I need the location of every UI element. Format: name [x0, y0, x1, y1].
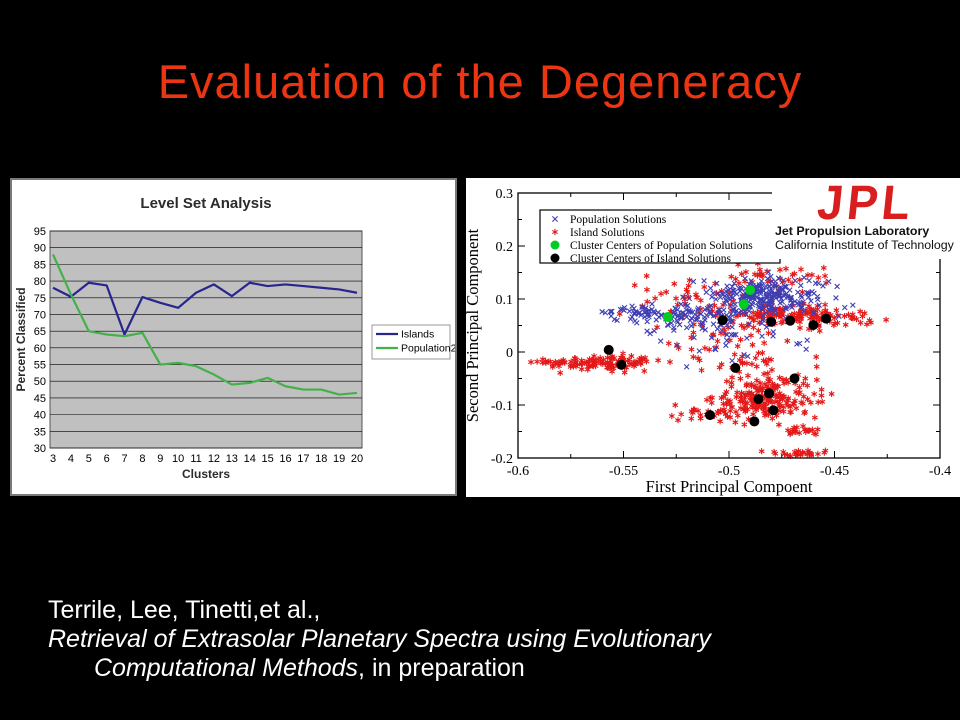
svg-text:85: 85	[34, 259, 46, 271]
svg-text:-0.2: -0.2	[491, 452, 513, 467]
svg-text:8: 8	[139, 453, 145, 465]
svg-text:0.3: 0.3	[496, 187, 514, 202]
svg-text:4: 4	[68, 453, 74, 465]
svg-text:40: 40	[34, 410, 46, 422]
svg-text:3: 3	[50, 453, 56, 465]
svg-text:5: 5	[86, 453, 92, 465]
svg-text:50: 50	[34, 376, 46, 388]
svg-text:First Principal Compoent: First Principal Compoent	[646, 477, 813, 496]
jpl-logo: JPL Jet Propulsion Laboratory California…	[772, 179, 960, 259]
svg-text:-0.6: -0.6	[507, 464, 529, 479]
pca-scatter-plot: -0.6 -0.55 -0.5 -0.45 -0.4 -0.2 -0.1 0 0.1 0.2 0.3…	[463, 187, 951, 496]
citation-suffix: , in preparation	[358, 654, 525, 682]
svg-text:80: 80	[34, 276, 46, 288]
svg-text:55: 55	[34, 360, 46, 372]
svg-text:Second Principal Component: Second Principal Component	[466, 228, 482, 422]
svg-text:75: 75	[34, 293, 46, 305]
svg-text:7: 7	[121, 453, 127, 465]
svg-text:6: 6	[104, 453, 110, 465]
svg-text:30: 30	[34, 443, 46, 455]
svg-text:Population2: Population2	[401, 343, 455, 355]
jpl-caption-laboratory: Jet Propulsion Laboratory	[775, 224, 930, 238]
svg-text:18: 18	[315, 453, 327, 465]
level-set-figure: 30 35 40 45 50 55 60 65 70 75 80 85 90 95 3 4 5 6 7 8 9 10 11 1…	[10, 178, 457, 496]
jpl-acronym: JPL	[814, 179, 918, 230]
svg-text:14: 14	[244, 453, 256, 465]
svg-text:20: 20	[351, 453, 363, 465]
svg-text:70: 70	[34, 309, 46, 321]
svg-text:17: 17	[297, 453, 309, 465]
svg-text:-0.5: -0.5	[718, 464, 740, 479]
svg-text:0: 0	[506, 346, 513, 361]
svg-text:Island Solutions: Island Solutions	[570, 227, 645, 239]
svg-text:-0.4: -0.4	[929, 464, 951, 479]
citation-block: Terrile, Lee, Tinetti,et al., Retrieval …	[48, 596, 711, 683]
jpl-caption-caltech: California Institute of Technology	[775, 238, 954, 252]
svg-text:Clusters: Clusters	[182, 467, 230, 481]
svg-text:-0.45: -0.45	[820, 464, 849, 479]
svg-text:95: 95	[34, 226, 46, 238]
citation-title-line2: Computational Methods, in preparation	[48, 654, 711, 683]
svg-text:Level Set Analysis: Level Set Analysis	[140, 195, 271, 212]
svg-text:15: 15	[261, 453, 273, 465]
svg-text:-0.55: -0.55	[609, 464, 638, 479]
citation-title-line2-italic: Computational Methods	[94, 654, 359, 682]
svg-text:-0.1: -0.1	[491, 399, 513, 414]
slide-title: Evaluation of the Degeneracy	[157, 55, 803, 108]
svg-text:Percent Classified: Percent Classified	[14, 287, 28, 391]
svg-text:0.2: 0.2	[496, 240, 514, 255]
svg-text:Cluster Centers of Population: Cluster Centers of Population Solutions	[570, 240, 753, 252]
svg-text:19: 19	[333, 453, 345, 465]
svg-text:9: 9	[157, 453, 163, 465]
svg-text:90: 90	[34, 243, 46, 255]
svg-text:Cluster Centers of Island Solu: Cluster Centers of Island Solutions	[570, 253, 732, 265]
svg-text:35: 35	[34, 426, 46, 438]
svg-text:11: 11	[190, 453, 201, 465]
svg-text:12: 12	[208, 453, 220, 465]
svg-text:Population Solutions: Population Solutions	[570, 214, 667, 226]
svg-text:16: 16	[279, 453, 291, 465]
svg-text:Islands: Islands	[401, 329, 434, 341]
svg-text:65: 65	[34, 326, 46, 338]
svg-text:13: 13	[226, 453, 238, 465]
svg-text:45: 45	[34, 393, 46, 405]
citation-title-line1: Retrieval of Extrasolar Planetary Spectr…	[48, 625, 711, 653]
pca-figure: -0.6 -0.55 -0.5 -0.45 -0.4 -0.2 -0.1 0 0.1 0.2 0.3…	[463, 178, 960, 497]
citation-authors: Terrile, Lee, Tinetti,et al.,	[48, 596, 321, 624]
svg-text:10: 10	[172, 453, 184, 465]
svg-text:0.1: 0.1	[496, 293, 514, 308]
svg-text:60: 60	[34, 343, 46, 355]
